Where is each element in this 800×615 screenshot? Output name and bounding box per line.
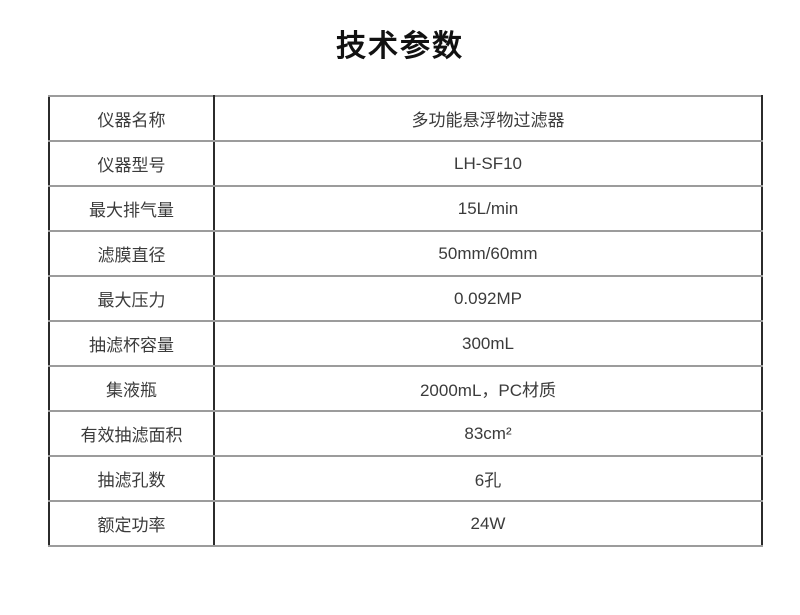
row-label: 最大排气量 (48, 185, 215, 232)
table-row: 仪器型号 LH-SF10 (48, 140, 763, 187)
spec-table: 仪器名称 多功能悬浮物过滤器 仪器型号 LH-SF10 最大排气量 15L/mi… (48, 95, 763, 547)
row-value: 0.092MP (213, 275, 763, 322)
table-row: 集液瓶 2000mL，PC材质 (48, 365, 763, 412)
row-label: 仪器名称 (48, 95, 215, 142)
row-label: 抽滤杯容量 (48, 320, 215, 367)
row-label: 仪器型号 (48, 140, 215, 187)
row-value: 15L/min (213, 185, 763, 232)
row-value: 50mm/60mm (213, 230, 763, 277)
row-label: 集液瓶 (48, 365, 215, 412)
row-value: 300mL (213, 320, 763, 367)
table-row: 有效抽滤面积 83cm² (48, 410, 763, 457)
row-label: 抽滤孔数 (48, 455, 215, 502)
table-row: 抽滤杯容量 300mL (48, 320, 763, 367)
row-value: LH-SF10 (213, 140, 763, 187)
page-title: 技术参数 (336, 30, 464, 63)
table-row: 抽滤孔数 6孔 (48, 455, 763, 502)
table-row: 最大压力 0.092MP (48, 275, 763, 322)
row-label: 有效抽滤面积 (48, 410, 215, 457)
row-label: 最大压力 (48, 275, 215, 322)
row-value: 83cm² (213, 410, 763, 457)
row-value: 24W (213, 500, 763, 547)
row-label: 滤膜直径 (48, 230, 215, 277)
spec-table-body: 仪器名称 多功能悬浮物过滤器 仪器型号 LH-SF10 最大排气量 15L/mi… (48, 95, 763, 547)
table-row: 最大排气量 15L/min (48, 185, 763, 232)
row-value: 多功能悬浮物过滤器 (213, 95, 763, 142)
row-value: 2000mL，PC材质 (213, 365, 763, 412)
row-value: 6孔 (213, 455, 763, 502)
row-label: 额定功率 (48, 500, 215, 547)
table-row: 额定功率 24W (48, 500, 763, 547)
table-row: 滤膜直径 50mm/60mm (48, 230, 763, 277)
table-row: 仪器名称 多功能悬浮物过滤器 (48, 95, 763, 142)
